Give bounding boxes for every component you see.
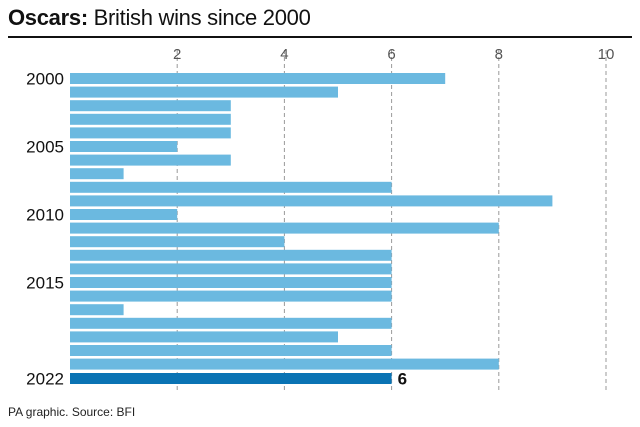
- bar-2011: [70, 222, 499, 234]
- bar-2000: [70, 73, 446, 84]
- bar-2021: [70, 358, 499, 370]
- y-tick-label-2015: 2015: [26, 274, 64, 293]
- bar-2020: [70, 345, 392, 356]
- bar-2018: [70, 317, 392, 329]
- y-tick-label-2005: 2005: [26, 138, 64, 157]
- title-lead: Oscars:: [8, 5, 88, 30]
- bar-2022: [70, 373, 392, 384]
- y-tick-label-2022: 2022: [26, 370, 64, 389]
- bar-2010: [70, 209, 178, 220]
- bar-2016: [70, 290, 392, 302]
- bar-2008: [70, 181, 392, 193]
- x-tick-label-4: 4: [280, 46, 288, 63]
- y-tick-label-2000: 2000: [26, 70, 64, 89]
- bar-2005: [70, 141, 178, 152]
- bar-2012: [70, 236, 285, 248]
- bar-2001: [70, 86, 338, 98]
- source-note: PA graphic. Source: BFI: [8, 405, 136, 419]
- x-tick-label-6: 6: [387, 46, 395, 63]
- bar-2017: [70, 304, 124, 316]
- x-tick-label-8: 8: [495, 46, 503, 63]
- x-tick-label-2: 2: [173, 46, 181, 63]
- bar-2013: [70, 249, 392, 261]
- y-tick-label-2010: 2010: [26, 206, 64, 225]
- chart-title: Oscars: British wins since 2000: [8, 5, 311, 31]
- bar-2004: [70, 127, 231, 139]
- bar-2002: [70, 100, 231, 112]
- bar-2019: [70, 331, 338, 343]
- bar-2014: [70, 263, 392, 275]
- bar-2003: [70, 113, 231, 125]
- bar-2009: [70, 195, 553, 207]
- highlight-value-label: 6: [398, 370, 407, 389]
- title-rest: British wins since 2000: [87, 5, 311, 30]
- x-tick-label-10: 10: [598, 46, 615, 63]
- bar-2015: [70, 277, 392, 288]
- bar-2007: [70, 168, 124, 180]
- title-rule: [8, 36, 632, 38]
- bar-2006: [70, 154, 231, 166]
